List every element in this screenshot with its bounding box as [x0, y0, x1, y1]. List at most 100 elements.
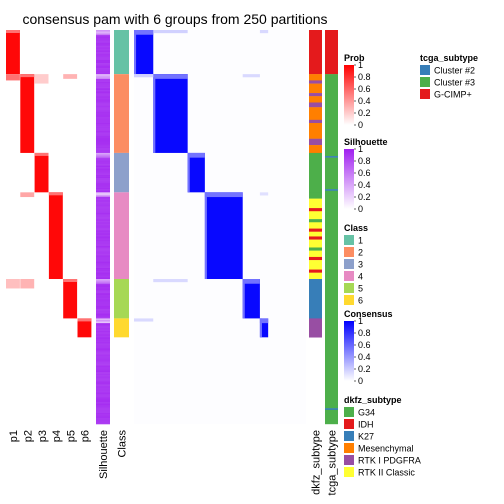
silhouette-cell	[96, 285, 110, 288]
prob-cell	[6, 74, 20, 81]
silhouette-cell	[96, 173, 110, 176]
prob-cell	[34, 152, 49, 193]
silhouette-cell	[96, 301, 110, 303]
silhouette-cell	[96, 159, 110, 162]
silhouette-cell	[96, 162, 110, 165]
class-band	[114, 152, 129, 193]
consensus-edge	[134, 30, 154, 35]
prob-cell	[34, 74, 49, 84]
class-band	[114, 279, 129, 319]
silhouette-cell	[96, 346, 110, 349]
silhouette-cell	[96, 263, 110, 266]
consensus-block	[134, 30, 154, 75]
consensus-cell	[259, 192, 269, 196]
silhouette-cell	[96, 225, 110, 228]
silhouette-cell	[96, 332, 110, 335]
dkfz-subtype-cell	[309, 279, 322, 319]
legend-swatch	[344, 443, 354, 453]
silhouette-cell	[96, 249, 110, 251]
silhouette-cell	[96, 130, 110, 133]
dkfz-subtype-cell	[309, 30, 322, 75]
silhouette-cell	[96, 85, 110, 88]
prob-cell	[6, 30, 20, 75]
silhouette-cell	[96, 261, 110, 264]
silhouette-cell	[96, 368, 110, 371]
silhouette-cell	[96, 360, 110, 363]
silhouette-cell	[96, 401, 110, 404]
silhouette-cell	[96, 312, 110, 314]
silhouette-cell	[96, 228, 110, 231]
legend-label: IDH	[358, 420, 374, 430]
column-label: Class	[117, 430, 129, 458]
legend-tick: 0	[358, 376, 363, 386]
legend-label: 6	[358, 296, 363, 306]
silhouette-cell	[96, 283, 110, 286]
silhouette-cell	[96, 214, 110, 217]
column-label: p2	[22, 430, 34, 442]
silhouette-cell	[96, 343, 110, 346]
legend-swatch	[420, 77, 430, 87]
silhouette-cell	[96, 200, 110, 203]
silhouette-cell	[96, 192, 110, 195]
silhouette-cell	[96, 337, 110, 340]
dkfz-subtype-cell	[309, 256, 322, 261]
consensus-block	[242, 279, 260, 319]
silhouette-cell	[96, 271, 110, 274]
silhouette-cell	[96, 217, 110, 220]
consensus-block	[187, 152, 205, 193]
silhouette-cell	[96, 134, 110, 136]
silhouette-cell	[96, 331, 110, 333]
silhouette-cell	[96, 135, 110, 138]
legend-tick: 1	[358, 316, 363, 326]
silhouette-cell	[96, 143, 110, 146]
legend-title: Consensus	[344, 309, 393, 319]
silhouette-cell	[96, 91, 110, 94]
silhouette-cell	[96, 82, 110, 84]
silhouette-cell	[96, 34, 110, 37]
silhouette-cell	[96, 119, 110, 122]
silhouette-cell	[96, 238, 110, 240]
silhouette-cell	[96, 70, 110, 73]
silhouette-cell	[96, 342, 110, 344]
silhouette-cell	[96, 383, 110, 385]
silhouette-cell	[96, 222, 110, 225]
dkfz-subtype-cell	[309, 318, 322, 338]
silhouette-cell	[96, 80, 110, 83]
silhouette-cell	[96, 324, 110, 327]
silhouette-cell	[96, 145, 110, 147]
legend-label: G-CIMP+	[434, 90, 472, 100]
silhouette-cell	[96, 395, 110, 398]
consensus-edge	[204, 192, 207, 280]
legend-tick: 0.2	[358, 108, 371, 118]
silhouette-cell	[96, 411, 110, 414]
tcga-subtype-cell	[325, 408, 338, 411]
consensus-edge	[187, 152, 205, 158]
legend-title: Silhouette	[344, 137, 388, 147]
silhouette-cell	[96, 30, 110, 32]
silhouette-cell	[96, 45, 110, 48]
silhouette-cell	[96, 149, 110, 152]
silhouette-cell	[96, 233, 110, 236]
silhouette-cell	[96, 137, 110, 140]
prob-cell	[77, 318, 92, 338]
silhouette-cell	[96, 99, 110, 102]
prob-cell	[63, 74, 78, 79]
dkfz-subtype-cell	[309, 107, 322, 121]
silhouette-cell	[96, 53, 110, 56]
dkfz-subtype-cell	[309, 138, 322, 146]
silhouette-cell	[96, 138, 110, 141]
annotation-label: dkfz_subtype	[311, 430, 323, 495]
silhouette-cell	[96, 168, 110, 171]
silhouette-cell	[96, 296, 110, 299]
silhouette-cell	[96, 113, 110, 116]
silhouette-cell	[96, 36, 110, 39]
dkfz-subtype-cell	[309, 198, 322, 209]
silhouette-cell	[96, 392, 110, 395]
silhouette-cell	[96, 406, 110, 409]
silhouette-cell	[96, 201, 110, 204]
legend-title: Prob	[344, 53, 365, 63]
legend-swatch	[344, 247, 354, 257]
silhouette-cell	[96, 110, 110, 113]
silhouette-cell	[96, 227, 110, 229]
